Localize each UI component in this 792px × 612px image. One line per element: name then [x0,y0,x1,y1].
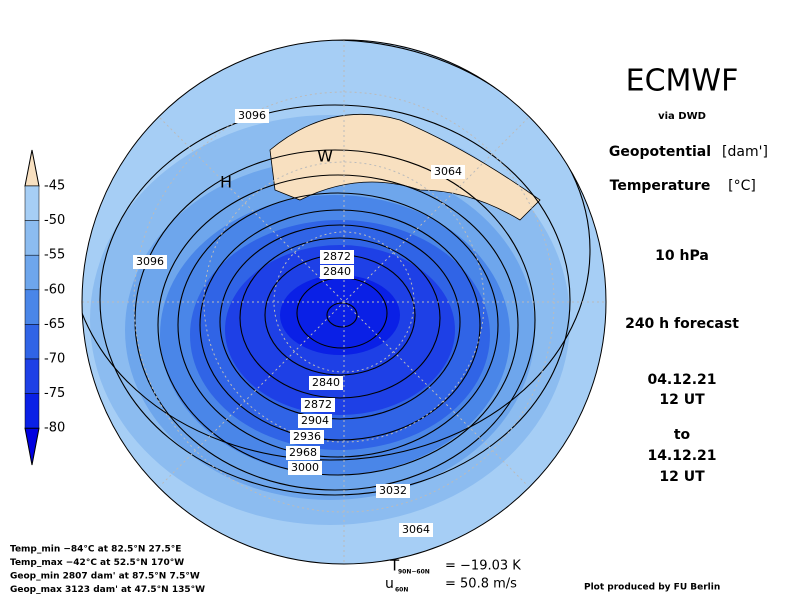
contour-label: 2872 [323,250,351,263]
contour-label: 2936 [293,430,321,443]
contour-label: 2872 [304,398,332,411]
colorbar-segment [24,289,40,325]
source: via DWD [658,111,706,122]
level: 10 hPa [655,248,709,264]
contour-label-box [235,109,269,123]
colorbar-cap [24,149,40,187]
pressure-marker: H [220,173,232,192]
stat-line: Geop_min 2807 dam' at 87.5°N 7.5°W [10,572,200,582]
colorbar-label: -55 [44,248,65,263]
stat-line: Geop_max 3123 dam' at 47.5°N 135°W [10,585,205,595]
colorbar-label: -75 [44,386,65,401]
contour-label-box [309,376,343,390]
contour-label-box [298,414,332,428]
overlay: -45 -50 -55 -60 -65 -70 -75 -80 3096 3064 3096 2872… [10,109,465,595]
variable: Geopotential [609,144,711,160]
colorbar-label: -50 [44,213,65,228]
unit: [dam'] [722,144,768,160]
stat-line: Temp_min −84°C at 82.5°N 27.5°E [10,545,181,555]
init-time: 12 UT [659,392,705,408]
contour-label: 2904 [301,414,329,427]
contour-label-box [301,398,335,412]
credit: Plot produced by FU Berlin [584,583,720,593]
contour-label: 3064 [402,523,430,536]
contour-label-box [320,265,354,279]
map-disk [82,40,606,564]
valid-time: 12 UT [659,469,705,485]
index-value: = 50.8 m/s [445,577,517,592]
colorbar-label: -70 [44,352,65,367]
contour-label: 3096 [136,255,164,268]
contour-label: 2840 [323,265,351,278]
colorbar-label: -65 [44,317,65,332]
colorbar-label: -60 [44,282,65,297]
unit: [°C] [728,178,756,194]
colorbar-segment [24,220,40,256]
colorbar-label: -45 [44,179,65,194]
index-sub: 90N−60N [398,569,430,576]
contour-label: 2840 [312,376,340,389]
index-sub: 60N [395,587,408,594]
contour-label-box [290,430,324,444]
contour-label-box [288,461,322,475]
contour-label: 3032 [379,484,407,497]
contour-label-box [431,165,465,179]
contour-label-box [399,523,433,537]
contour-label: 3096 [238,109,266,122]
title: ECMWF [626,64,739,99]
contour-label-box [320,250,354,264]
contour-label-box [376,484,410,498]
valid-date: 14.12.21 [647,448,716,464]
colorbar-segment [24,393,40,429]
colorbar-label: -80 [44,421,65,436]
forecast: 240 h forecast [625,316,739,332]
stat-line: Temp_max −42°C at 52.5°N 170°W [10,558,184,568]
colorbar-segment [24,358,40,394]
colorbar-cap [24,427,40,466]
colorbar-segment [24,254,40,291]
init-date: 04.12.21 [647,372,716,388]
colorbar-segment [24,185,40,221]
contour-label-box [286,446,320,460]
colorbar-segment [24,324,40,360]
index-symbol: T [389,557,400,575]
contour-label-box [133,255,167,269]
contour-label: 2968 [289,446,317,459]
pressure-marker: W [317,147,333,166]
index-value: = −19.03 K [445,559,521,574]
variable: Temperature [610,178,711,194]
index-symbol: u [385,576,394,592]
map-border [81,39,607,565]
to: to [674,427,691,443]
contour-label: 3064 [434,165,462,178]
contour-label: 3000 [291,461,319,474]
